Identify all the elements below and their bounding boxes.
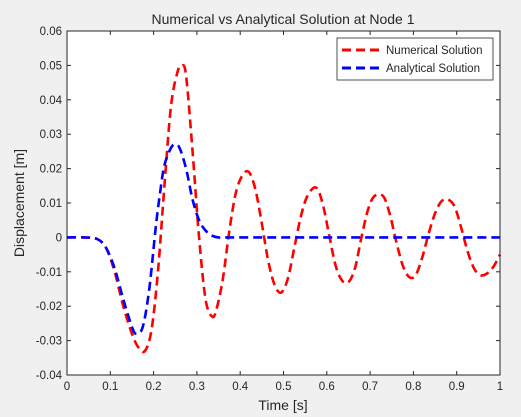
x-tick-label: 0.3: [189, 381, 205, 393]
x-tick-label: 0.8: [405, 381, 421, 393]
y-tick-label: -0.01: [36, 267, 62, 279]
series-layer: [66, 63, 502, 354]
x-tick-label: 1: [497, 381, 503, 393]
y-tick-label: 0: [56, 232, 62, 244]
y-tick-label: 0.01: [40, 198, 62, 210]
x-axis: 0 0.1 0.2 0.3 0.4 0.5 0.6 0.7 0.8 0.9 1: [64, 31, 503, 393]
y-tick-label: 0.05: [40, 60, 62, 72]
x-tick-label: 0.7: [362, 381, 378, 393]
y-axis-label: Displacement [m]: [11, 149, 27, 257]
legend-label-numerical: Numerical Solution: [386, 45, 483, 57]
y-tick-label: -0.02: [36, 301, 62, 313]
x-tick-label: 0.9: [449, 381, 465, 393]
series-line-numerical: [66, 63, 502, 354]
x-tick-label: 0: [64, 381, 70, 393]
y-tick-label: 0.06: [40, 26, 62, 38]
series-line-analytical: [66, 143, 500, 336]
legend-box: [336, 37, 494, 81]
y-tick-label: 0.03: [40, 129, 62, 141]
legend: Numerical Solution Analytical Solution: [336, 37, 494, 81]
y-tick-label: 0.02: [40, 164, 62, 176]
x-tick-label: 0.2: [146, 381, 162, 393]
x-axis-label: Time [s]: [258, 397, 307, 413]
plot-area: [67, 31, 500, 375]
plot-box: [66, 30, 501, 376]
chart-title: Numerical vs Analytical Solution at Node…: [151, 11, 414, 27]
legend-label-analytical: Analytical Solution: [386, 63, 480, 75]
x-tick-label: 0.6: [319, 381, 335, 393]
y-axis: -0.04 -0.03 -0.02 -0.01 0 0.01 0.02 0.03 0.04 0.0…: [36, 26, 500, 382]
y-tick-label: 0.04: [40, 95, 63, 107]
x-tick-label: 0.1: [102, 381, 118, 393]
y-tick-label: -0.04: [36, 370, 63, 382]
x-tick-label: 0.5: [276, 381, 292, 393]
x-tick-label: 0.4: [232, 381, 249, 393]
y-tick-label: -0.03: [36, 336, 62, 348]
